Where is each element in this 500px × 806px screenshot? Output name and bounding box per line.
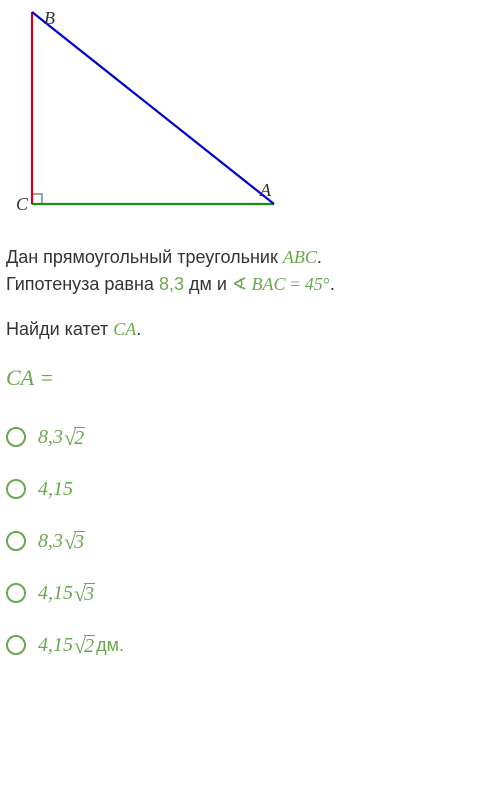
angle-equals: = [290, 274, 300, 294]
vertex-label-a: A [259, 180, 272, 200]
angle-name: BAC [247, 274, 290, 294]
option-whole: 4,15 [38, 630, 73, 660]
vertex-label-b: B [44, 8, 55, 28]
problem-statement: Дан прямоугольный треугольник ABC. Гипот… [6, 244, 494, 298]
option-4[interactable]: 4,15 √ 3 [6, 578, 494, 608]
triangle-name: ABC [283, 247, 317, 267]
find-side: CA [113, 319, 136, 339]
triangle-svg: B C A [6, 6, 306, 236]
right-angle-marker [32, 194, 42, 204]
hyp-unit: дм [184, 274, 212, 294]
radio-icon [6, 427, 26, 447]
edge-ab [32, 12, 274, 204]
period-1: . [330, 274, 335, 294]
hyp-pre: Гипотенуза равна [6, 274, 159, 294]
option-label: 8,3 √ 2 [38, 422, 86, 452]
hyp-value: 8,3 [159, 274, 184, 294]
radio-icon [6, 583, 26, 603]
option-whole: 4,15 [38, 474, 73, 504]
angle-value: 45 [300, 274, 323, 294]
radio-icon [6, 479, 26, 499]
radio-icon [6, 635, 26, 655]
vertex-label-c: C [16, 194, 29, 214]
find-post: . [136, 319, 141, 339]
radio-icon [6, 531, 26, 551]
find-prompt: Найди катет CA. [6, 316, 494, 343]
option-3[interactable]: 8,3 √ 3 [6, 526, 494, 556]
options-group: 8,3 √ 2 4,15 8,3 √ 3 4,15 [6, 422, 494, 660]
sqrt-icon: √ 2 [64, 426, 85, 448]
angle-symbol: ∢ [232, 274, 247, 294]
option-label: 8,3 √ 3 [38, 526, 86, 556]
angle-expression: ∢ BAC = 45° [232, 274, 330, 294]
option-label: 4,15 [38, 474, 74, 504]
triangle-figure: B C A [6, 6, 306, 236]
and-text: и [212, 274, 232, 294]
option-label: 4,15 √ 2 дм. [38, 630, 124, 660]
option-whole: 8,3 [38, 422, 63, 452]
sqrt-icon: √ 3 [74, 582, 95, 604]
option-whole: 8,3 [38, 526, 63, 556]
sqrt-icon: √ 2 [74, 634, 95, 656]
find-pre: Найди катет [6, 319, 113, 339]
option-2[interactable]: 4,15 [6, 474, 494, 504]
answer-lhs: CA = [6, 361, 494, 394]
option-tail: дм. [96, 632, 124, 659]
option-5[interactable]: 4,15 √ 2 дм. [6, 630, 494, 660]
degree-symbol: ° [323, 274, 330, 294]
option-1[interactable]: 8,3 √ 2 [6, 422, 494, 452]
option-whole: 4,15 [38, 578, 73, 608]
given-text-pre: Дан прямоугольный треугольник [6, 247, 283, 267]
given-text-post: . [317, 247, 322, 267]
sqrt-icon: √ 3 [64, 530, 85, 552]
option-label: 4,15 √ 3 [38, 578, 96, 608]
